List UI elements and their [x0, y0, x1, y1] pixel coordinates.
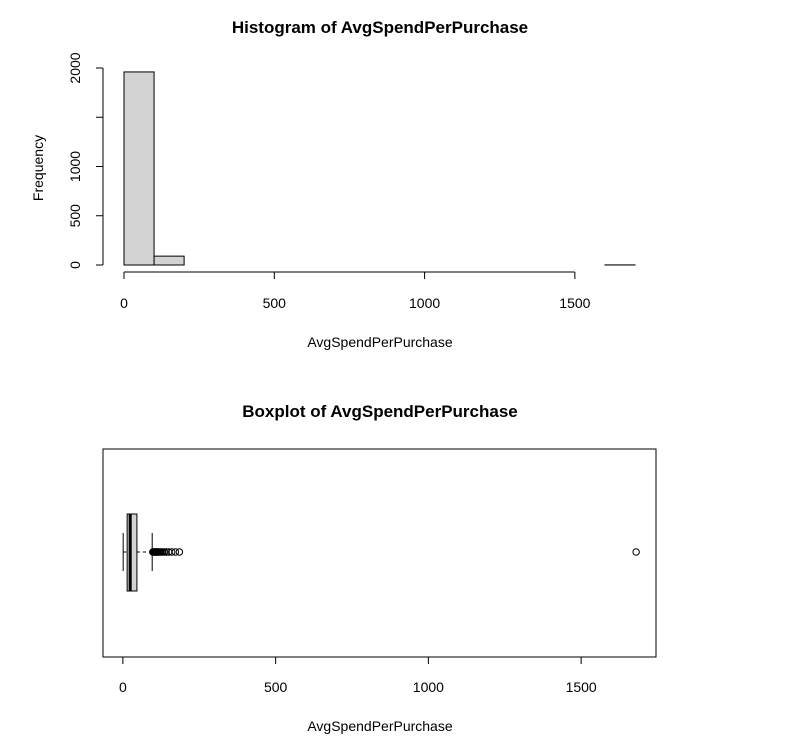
histogram-x-tick-label: 0	[120, 295, 128, 311]
boxplot-x-tick-label: 1500	[566, 679, 597, 695]
boxplot-x-axis: 0 500 1000 1500	[119, 656, 597, 695]
histogram-x-tick-label: 500	[263, 295, 287, 311]
boxplot-title: Boxplot of AvgSpendPerPurchase	[242, 402, 518, 421]
boxplot-x-tick-label: 1000	[413, 679, 444, 695]
boxplot-outlier-point	[632, 548, 640, 556]
boxplot-x-axis-label: AvgSpendPerPurchase	[307, 718, 452, 734]
histogram-y-tick-label: 0	[67, 261, 83, 269]
boxplot-elements	[122, 513, 153, 592]
histogram-title: Histogram of AvgSpendPerPurchase	[232, 18, 528, 37]
boxplot-outlier-point	[168, 548, 176, 556]
boxplot-outlier-point	[171, 548, 180, 556]
histogram-x-axis-label: AvgSpendPerPurchase	[307, 334, 452, 350]
histogram-y-tick-label: 2000	[67, 52, 83, 83]
boxplot-outliers	[149, 548, 640, 556]
boxplot-box	[126, 513, 138, 592]
histogram-bar	[153, 255, 185, 266]
histogram-y-tick-label: 500	[67, 204, 83, 228]
histogram-x-tick-label: 1000	[409, 295, 440, 311]
histogram-panel: Histogram of AvgSpendPerPurchase AvgSpen…	[30, 18, 636, 350]
boxplot-x-tick-label: 500	[264, 679, 288, 695]
histogram-y-axis-label: Frequency	[30, 135, 46, 201]
boxplot-outlier-point	[175, 548, 184, 556]
boxplot-panel: Boxplot of AvgSpendPerPurchase AvgSpendP…	[102, 402, 657, 734]
boxplot-x-tick-label: 0	[119, 679, 127, 695]
histogram-y-axis: 0 500 1000 2000	[67, 52, 104, 269]
boxplot-outlier-point	[162, 548, 170, 556]
histogram-bars	[123, 71, 636, 266]
boxplot-frame	[102, 448, 657, 658]
histogram-x-tick-label: 1500	[559, 295, 590, 311]
histogram-bar	[123, 71, 155, 266]
histogram-x-axis: 0 500 1000 1500	[120, 271, 591, 311]
histogram-y-tick-label: 1000	[67, 151, 83, 182]
